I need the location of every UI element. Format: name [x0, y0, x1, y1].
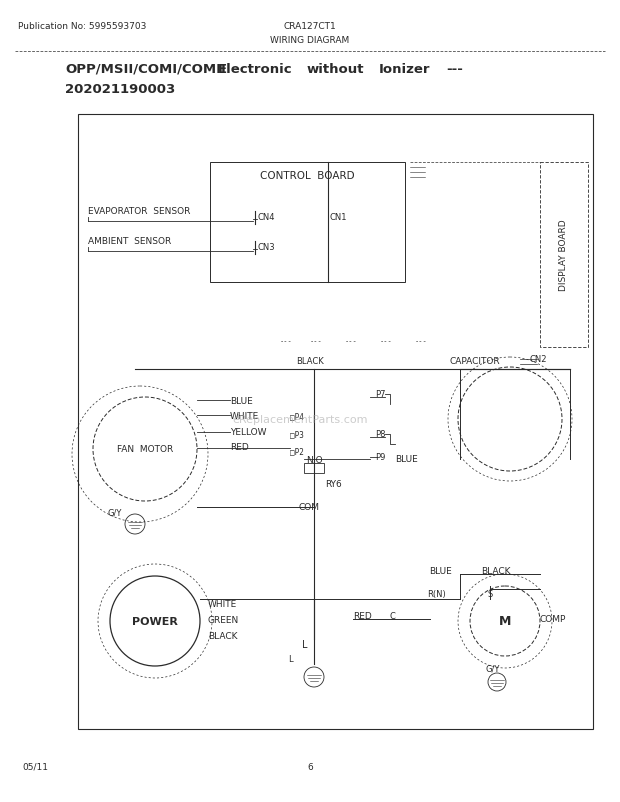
- Circle shape: [470, 586, 540, 656]
- Text: CRA127CT1: CRA127CT1: [283, 22, 337, 31]
- Text: P8: P8: [375, 429, 386, 439]
- Text: 6: 6: [307, 762, 313, 771]
- Text: □P2: □P2: [290, 447, 304, 456]
- Text: OPP/MSII/COMI/COMII: OPP/MSII/COMI/COMII: [65, 63, 226, 76]
- Text: CN1: CN1: [330, 213, 347, 222]
- Text: ---: ---: [345, 338, 358, 343]
- Text: N.O: N.O: [306, 456, 322, 464]
- Text: ---: ---: [446, 63, 463, 76]
- Circle shape: [304, 667, 324, 687]
- Text: WHITE: WHITE: [208, 599, 237, 608]
- Text: GREEN: GREEN: [208, 615, 239, 624]
- Text: G/Y: G/Y: [108, 508, 122, 516]
- Text: BLUE: BLUE: [428, 566, 451, 575]
- Text: L: L: [303, 639, 308, 649]
- Bar: [210, 163, 405, 282]
- Text: RED: RED: [230, 443, 249, 452]
- Bar: [540, 163, 588, 347]
- Text: POWER: POWER: [132, 616, 178, 626]
- Text: Publication No: 5995593703: Publication No: 5995593703: [18, 22, 146, 31]
- Circle shape: [458, 367, 562, 472]
- Text: Electronic: Electronic: [218, 63, 292, 76]
- Text: CN4: CN4: [257, 213, 275, 222]
- Text: without: without: [306, 63, 364, 76]
- Text: P7: P7: [375, 390, 386, 399]
- Text: ---: ---: [380, 338, 392, 343]
- Bar: [304, 464, 324, 473]
- Text: AMBIENT  SENSOR: AMBIENT SENSOR: [88, 237, 171, 245]
- Text: WIRING DIAGRAM: WIRING DIAGRAM: [270, 36, 350, 45]
- Text: COMP: COMP: [540, 615, 567, 624]
- Text: RED: RED: [353, 611, 372, 620]
- Circle shape: [110, 577, 200, 666]
- Text: M: M: [499, 615, 511, 628]
- Text: BLUE: BLUE: [395, 455, 418, 464]
- Text: G/Y: G/Y: [486, 664, 500, 673]
- Text: ---: ---: [280, 338, 293, 343]
- Text: eReplacementParts.com: eReplacementParts.com: [232, 415, 368, 424]
- Text: CN2: CN2: [530, 354, 547, 363]
- Text: □P4: □P4: [290, 411, 304, 420]
- Text: CN3: CN3: [257, 243, 275, 252]
- Bar: [78, 115, 593, 729]
- Text: R(N): R(N): [427, 589, 445, 598]
- Text: BLACK: BLACK: [481, 566, 511, 575]
- Text: ---: ---: [415, 338, 428, 343]
- Text: 202021190003: 202021190003: [65, 83, 175, 96]
- Text: P9: P9: [375, 452, 386, 461]
- Text: CONTROL  BOARD: CONTROL BOARD: [260, 171, 355, 180]
- Text: WHITE: WHITE: [230, 411, 259, 420]
- Text: YELLOW: YELLOW: [230, 427, 267, 436]
- Text: RY6: RY6: [325, 480, 342, 488]
- Text: DISPLAY BOARD: DISPLAY BOARD: [559, 220, 569, 291]
- Text: □P3: □P3: [290, 429, 304, 439]
- Text: C: C: [389, 611, 395, 620]
- Text: L: L: [288, 654, 292, 663]
- Text: BLACK: BLACK: [296, 357, 324, 366]
- Circle shape: [93, 398, 197, 501]
- Text: BLACK: BLACK: [208, 631, 237, 640]
- Text: COM: COM: [298, 502, 319, 512]
- Text: ---: ---: [310, 338, 323, 343]
- Text: CAPACITOR: CAPACITOR: [450, 357, 500, 366]
- Text: BLUE: BLUE: [230, 396, 253, 406]
- Text: Ionizer: Ionizer: [379, 63, 431, 76]
- Circle shape: [125, 514, 145, 534]
- Text: S: S: [487, 589, 493, 598]
- Text: 05/11: 05/11: [22, 762, 48, 771]
- Circle shape: [488, 673, 506, 691]
- Text: EVAPORATOR  SENSOR: EVAPORATOR SENSOR: [88, 207, 190, 216]
- Text: FAN  MOTOR: FAN MOTOR: [117, 445, 173, 454]
